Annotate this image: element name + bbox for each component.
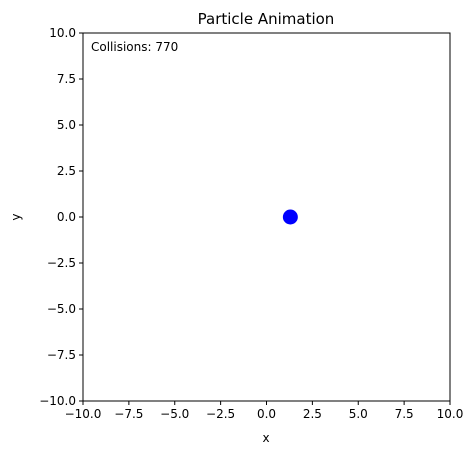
x-tick-label: −2.5: [206, 407, 235, 421]
axes-frame: [82, 32, 451, 402]
y-tick-label: 10.0: [49, 26, 76, 40]
x-axis-label: x: [262, 431, 269, 445]
x-tick-label: −10.0: [65, 407, 102, 421]
y-tick-label: 0.0: [57, 210, 76, 224]
particle-point: [282, 209, 298, 225]
x-axis-ticks: −10.0 −7.5 −5.0 −2.5 0.0 2.5 5.0 7.5 10.0: [65, 401, 464, 421]
y-tick-label: −7.5: [47, 348, 76, 362]
data-points: [282, 209, 298, 225]
x-tick-label: 0.0: [257, 407, 276, 421]
x-tick-label: −7.5: [114, 407, 143, 421]
y-tick-label: −2.5: [47, 256, 76, 270]
x-tick-label: 10.0: [437, 407, 464, 421]
y-tick-label: 2.5: [57, 164, 76, 178]
chart-title: Particle Animation: [198, 10, 335, 28]
y-axis-label: y: [9, 213, 23, 220]
y-tick-label: −10.0: [39, 394, 76, 408]
x-tick-label: 7.5: [395, 407, 414, 421]
x-tick-label: 5.0: [349, 407, 368, 421]
x-tick-label: −5.0: [160, 407, 189, 421]
x-tick-label: 2.5: [303, 407, 322, 421]
y-tick-label: −5.0: [47, 302, 76, 316]
y-axis-ticks: −10.0 −7.5 −5.0 −2.5 0.0 2.5 5.0 7.5 10.0: [39, 26, 83, 408]
y-tick-label: 7.5: [57, 72, 76, 86]
y-tick-label: 5.0: [57, 118, 76, 132]
collisions-annotation: Collisions: 770: [91, 40, 178, 54]
